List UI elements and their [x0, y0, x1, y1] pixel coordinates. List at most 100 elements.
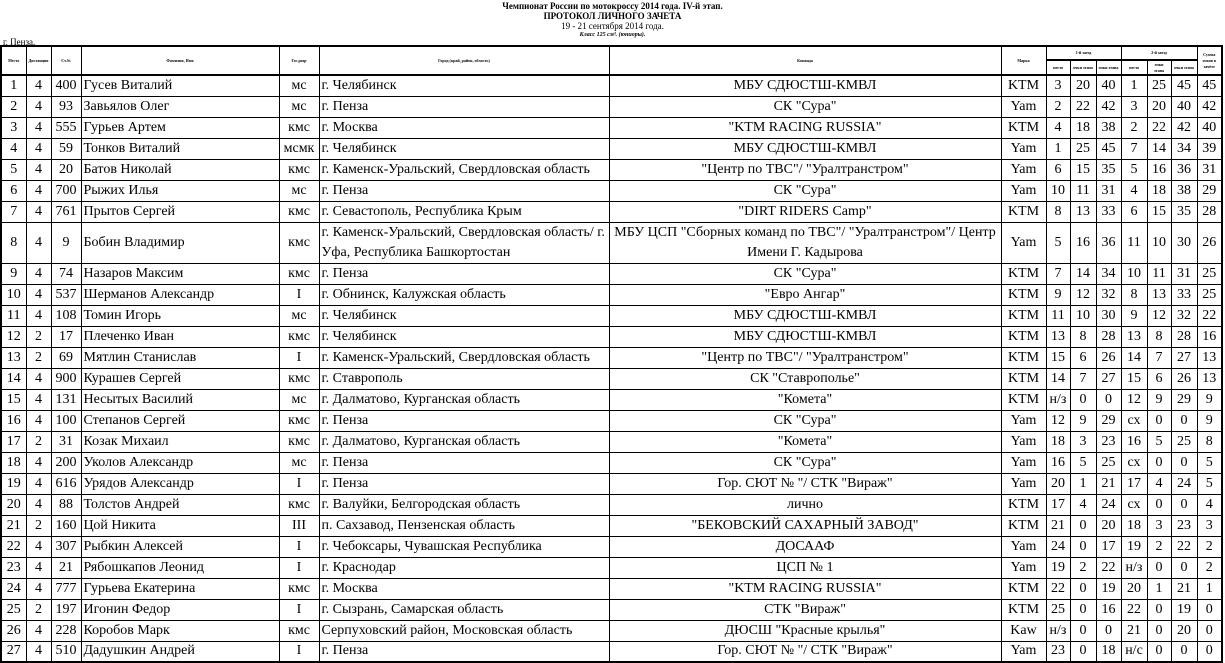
cell-make: Kaw	[1000, 619, 1047, 642]
cell-team: "Комета"	[608, 430, 1002, 453]
cell-team: "Центр по ТВС"/ "Уралтранстром"	[608, 346, 1002, 369]
cell-race2-sum: 35	[1170, 200, 1198, 223]
cell-race2-sum: 0	[1170, 640, 1198, 663]
results-table: Место Дистанция Ст.№ Фамилия, Имя Гос.ра…	[0, 45, 1223, 663]
cell-start-number: 17	[50, 325, 82, 348]
cell-rider-name: Шерманов Александр	[80, 283, 280, 306]
cell-city: г. Каменск-Уральский, Свердловская облас…	[318, 346, 610, 369]
cell-rider-name: Дадушкин Андрей	[80, 640, 280, 663]
event-dates: 19 - 21 сентября 2014 года.	[561, 21, 664, 31]
cell-place: 3	[0, 116, 27, 139]
cell-rider-name: Гурьева Екатерина	[80, 577, 280, 600]
cell-race1-points: 0	[1069, 388, 1097, 411]
cell-rank: кмс	[278, 493, 320, 516]
cell-place: 4	[0, 137, 27, 160]
cell-total: 16	[1196, 325, 1223, 348]
cell-race1-place: 13	[1045, 325, 1071, 348]
cell-race1-sum: 40	[1095, 74, 1122, 97]
cell-rank: кмс	[278, 430, 320, 453]
cell-start-number: 200	[50, 451, 82, 474]
cell-race1-sum: 16	[1095, 598, 1122, 621]
cell-race2-place: сх	[1120, 493, 1148, 516]
cell-days: 4	[25, 283, 52, 306]
cell-race1-place: 24	[1045, 535, 1071, 558]
cell-race1-points: 0	[1069, 535, 1097, 558]
cell-days: 2	[25, 346, 52, 369]
cell-make: KTM	[1000, 325, 1047, 348]
table-row: 16 4 100 Степанов Сергей кмс г. Пенза СК "Сура…	[0, 409, 1223, 432]
col-race1-points-total: очки этапа	[1095, 59, 1122, 76]
cell-race1-points: 2	[1069, 556, 1097, 579]
cell-race1-points: 16	[1069, 221, 1097, 264]
cell-race1-place: 6	[1045, 158, 1071, 181]
cell-start-number: 74	[50, 262, 82, 285]
cell-days: 4	[25, 493, 52, 516]
cell-race2-points: 0	[1146, 451, 1172, 474]
table-row: 14 4 900 Курашев Сергей кмс г. Ставрополь СК "…	[0, 367, 1223, 390]
cell-make: KTM	[1000, 283, 1047, 306]
cell-make: KTM	[1000, 388, 1047, 411]
cell-race1-sum: 28	[1095, 325, 1122, 348]
cell-race1-sum: 34	[1095, 262, 1122, 285]
cell-race2-points: 11	[1146, 262, 1172, 285]
cell-race2-points: 18	[1146, 179, 1172, 202]
cell-race1-place: н/з	[1045, 619, 1071, 642]
cell-race2-sum: 38	[1170, 179, 1198, 202]
cell-start-number: 400	[50, 74, 82, 97]
cell-race2-place: 6	[1120, 200, 1148, 223]
cell-race2-place: 18	[1120, 514, 1148, 537]
cell-place: 7	[0, 200, 27, 223]
col-race1: 1-й заезд	[1045, 45, 1122, 61]
cell-race1-place: 5	[1045, 221, 1071, 264]
cell-team: СК "Ставрополье"	[608, 367, 1002, 390]
cell-start-number: 9	[50, 221, 82, 264]
cell-total: 45	[1196, 74, 1223, 97]
cell-race2-sum: 21	[1170, 577, 1198, 600]
cell-start-number: 59	[50, 137, 82, 160]
cell-race1-points: 5	[1069, 451, 1097, 474]
cell-race2-place: 5	[1120, 158, 1148, 181]
cell-race1-sum: 23	[1095, 430, 1122, 453]
cell-total: 0	[1196, 640, 1223, 663]
cell-total: 39	[1196, 137, 1223, 160]
cell-race1-points: 14	[1069, 262, 1097, 285]
cell-make: KTM	[1000, 304, 1047, 327]
cell-rank: мс	[278, 95, 320, 118]
cell-place: 25	[0, 598, 27, 621]
cell-race2-place: 9	[1120, 304, 1148, 327]
cell-race1-points: 15	[1069, 158, 1097, 181]
cell-start-number: 100	[50, 409, 82, 432]
table-row: 15 4 131 Несытых Василий мс г. Далматово, Кур…	[0, 388, 1223, 411]
cell-days: 2	[25, 598, 52, 621]
cell-race2-sum: 22	[1170, 535, 1198, 558]
cell-race1-points: 20	[1069, 74, 1097, 97]
cell-race1-place: 4	[1045, 116, 1071, 139]
cell-start-number: 616	[50, 472, 82, 495]
table-row: 4 4 59 Тонков Виталий мсмк г. Челябинск МБУ СД…	[0, 137, 1223, 160]
cell-start-number: 31	[50, 430, 82, 453]
cell-race1-sum: 17	[1095, 535, 1122, 558]
championship-title: Чемпионат России по мотокроссу 2014 года…	[502, 1, 723, 11]
col-race2-points-total: очки этапа	[1170, 59, 1198, 76]
cell-race2-place: н/с	[1120, 640, 1148, 663]
table-row: 12 2 17 Плеченко Иван кмс г. Челябинск МБУ СДЮ…	[0, 325, 1223, 348]
cell-race2-sum: 27	[1170, 346, 1198, 369]
cell-place: 15	[0, 388, 27, 411]
cell-rider-name: Томин Игорь	[80, 304, 280, 327]
cell-total: 2	[1196, 556, 1223, 579]
table-row: 1 4 400 Гусев Виталий мс г. Челябинск МБУ СДЮС…	[0, 74, 1223, 97]
cell-rank: кмс	[278, 221, 320, 264]
cell-race1-sum: 25	[1095, 451, 1122, 474]
cell-rank: кмс	[278, 409, 320, 432]
cell-total: 13	[1196, 346, 1223, 369]
col-race2-place: место	[1120, 59, 1148, 76]
cell-rank: мс	[278, 304, 320, 327]
cell-place: 10	[0, 283, 27, 306]
cell-days: 4	[25, 74, 52, 97]
col-days: Дистанция	[25, 45, 52, 76]
cell-place: 16	[0, 409, 27, 432]
cell-race1-points: 0	[1069, 619, 1097, 642]
cell-total: 4	[1196, 493, 1223, 516]
cell-rider-name: Плеченко Иван	[80, 325, 280, 348]
